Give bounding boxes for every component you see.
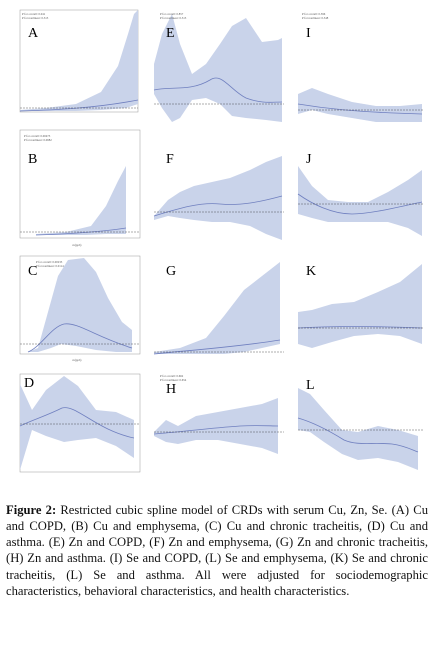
confidence-band <box>154 398 278 454</box>
panel-b-note-1: P for overall: 0.00473 <box>24 134 51 138</box>
panel-k-label: K <box>306 264 317 279</box>
panel-i-note-2: P for nonlinear: 0.348 <box>302 16 329 20</box>
panel-f: F <box>150 126 290 248</box>
spline-line <box>35 227 127 236</box>
confidence-band <box>154 262 280 354</box>
spline-line <box>19 99 139 112</box>
panel-e: E P for overall: 0.857 P for nonlinear: … <box>150 4 290 122</box>
panel-d-plot <box>19 373 141 473</box>
panel-a-note-1: P for overall: 0.041 <box>22 12 46 16</box>
panel-f-label: F <box>166 152 174 167</box>
panel-c-xlabel: cu(ppb) <box>72 358 82 362</box>
panel-h-plot <box>153 398 284 454</box>
panel-e-plot <box>153 14 284 122</box>
panel-j-plot <box>297 166 424 236</box>
panel-e-note-1: P for overall: 0.857 <box>160 12 184 16</box>
spline-line <box>19 407 135 439</box>
panel-d-label: D <box>24 376 35 391</box>
panel-j: J <box>292 126 428 248</box>
confidence-band <box>298 88 422 122</box>
panel-h-note-2: P for nonlinear: 0.654 <box>160 378 187 382</box>
panel-g-label: G <box>166 264 177 279</box>
panel-l-plot <box>297 388 424 470</box>
panel-b-xlabel: cu(ppb) <box>72 243 82 247</box>
confidence-band <box>298 388 418 470</box>
panel-c-note-1: P for overall: 0.00233 <box>36 260 63 264</box>
figure-grid: A P for overall: 0.041 P for nonlinear: … <box>6 4 428 482</box>
confidence-band <box>298 166 422 236</box>
confidence-band <box>36 166 126 235</box>
panel-l: L <box>292 370 428 482</box>
figure-caption: Figure 2: Restricted cubic spline model … <box>6 502 428 600</box>
panel-k-plot <box>297 264 424 348</box>
panel-g-plot <box>153 262 284 355</box>
panel-a-plot <box>19 9 139 113</box>
panel-e-label: E <box>166 26 175 41</box>
panel-d: D <box>6 370 148 482</box>
caption-text: Restricted cubic spline model of CRDs wi… <box>6 502 428 599</box>
panel-h: H P for overall: 0.662 P for nonlinear: … <box>150 370 290 482</box>
spline-line <box>153 195 283 217</box>
panel-c: C P for overall: 0.00233 P for nonlinear… <box>6 252 148 364</box>
panel-k: K <box>292 252 428 364</box>
panel-i-plot <box>297 88 424 122</box>
panel-i: I P for overall: 0.596 P for nonlinear: … <box>292 4 428 122</box>
panel-c-plot <box>19 255 141 355</box>
confidence-band <box>28 258 132 352</box>
panel-a-note-2: P for nonlinear: 0.313 <box>22 16 49 20</box>
panel-h-label: H <box>166 382 177 397</box>
panel-i-note-1: P for overall: 0.596 <box>302 12 326 16</box>
panel-b-plot <box>19 129 141 239</box>
panel-a-label: A <box>28 26 39 41</box>
panel-l-label: L <box>306 378 315 393</box>
panel-j-label: J <box>306 152 312 167</box>
spline-line <box>297 103 423 115</box>
panel-b-label: B <box>28 152 38 167</box>
spline-line <box>153 339 281 355</box>
spline-line <box>153 77 283 103</box>
panel-b-note-2: P for nonlinear: 0.0682 <box>24 138 52 142</box>
panel-i-label: I <box>306 26 311 41</box>
panel-c-note-2: P for nonlinear: 0.0114 <box>36 264 64 268</box>
panel-f-plot <box>153 156 284 240</box>
confidence-band <box>20 376 134 470</box>
confidence-band <box>20 10 138 111</box>
panel-e-note-2: P for nonlinear: 0.513 <box>160 16 187 20</box>
caption-label: Figure 2: <box>6 502 57 517</box>
panel-g: G <box>150 252 290 364</box>
panel-b: B P for overall: 0.00473 P for nonlinear… <box>6 126 148 248</box>
confidence-band <box>154 156 282 240</box>
panel-c-label: C <box>28 264 38 279</box>
panel-a: A P for overall: 0.041 P for nonlinear: … <box>6 4 148 122</box>
spline-line <box>297 326 423 329</box>
spline-line <box>297 417 419 453</box>
confidence-band <box>298 264 422 348</box>
spline-line <box>297 193 423 215</box>
confidence-band <box>154 14 282 122</box>
panel-h-note-1: P for overall: 0.662 <box>160 374 184 378</box>
